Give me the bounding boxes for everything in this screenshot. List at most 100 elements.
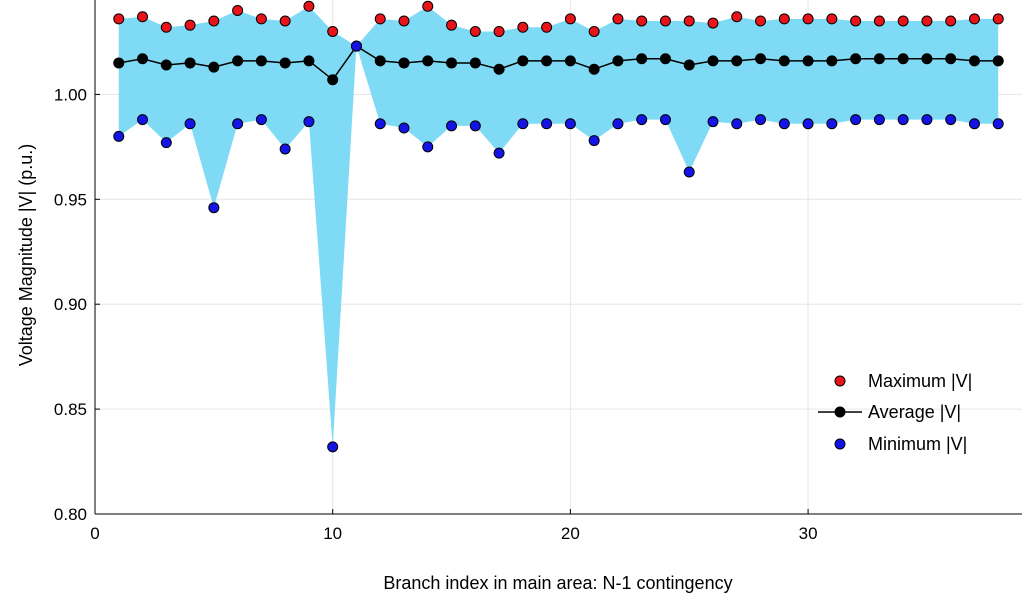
data-point (398, 15, 410, 27)
data-point (327, 441, 339, 453)
legend-item: Minimum |V| (834, 434, 967, 454)
legend-marker (834, 438, 846, 450)
data-point (755, 114, 767, 126)
data-point (446, 57, 458, 69)
data-point (731, 55, 743, 67)
data-point (208, 15, 220, 27)
data-point (873, 15, 885, 27)
data-point (113, 57, 125, 69)
data-point (255, 55, 267, 67)
legend-marker (834, 375, 846, 387)
data-point (921, 114, 933, 126)
data-point (826, 118, 838, 130)
data-point (588, 63, 600, 75)
data-point (802, 55, 814, 67)
data-point (707, 116, 719, 128)
data-point (541, 55, 553, 67)
data-point (588, 25, 600, 37)
data-point (636, 114, 648, 126)
data-point (279, 15, 291, 27)
data-point (755, 15, 767, 27)
data-point (897, 53, 909, 65)
data-point (945, 114, 957, 126)
data-point (184, 118, 196, 130)
legend-marker (834, 406, 846, 418)
data-point (493, 147, 505, 159)
data-point (612, 118, 624, 130)
data-point (564, 13, 576, 25)
data-point (850, 15, 862, 27)
data-point (897, 114, 909, 126)
tick-labels: 0 10 20 30 0.80 0.85 0.90 0.95 1.00 (54, 85, 818, 543)
data-point (232, 118, 244, 130)
data-point (137, 11, 149, 23)
x-tick-label: 30 (799, 524, 818, 543)
data-point (184, 19, 196, 31)
data-point (778, 118, 790, 130)
axes (94, 0, 1022, 515)
data-point (303, 116, 315, 128)
y-tick-label: 0.95 (54, 190, 87, 209)
data-point (374, 55, 386, 67)
series-layer (113, 0, 1004, 453)
data-point (255, 114, 267, 126)
y-tick-label: 0.85 (54, 400, 87, 419)
data-point (232, 55, 244, 67)
data-point (493, 25, 505, 37)
data-point (279, 143, 291, 155)
data-point (160, 21, 172, 33)
data-point (113, 130, 125, 142)
data-point (374, 13, 386, 25)
data-point (992, 55, 1004, 67)
data-point (160, 137, 172, 149)
data-point (921, 15, 933, 27)
data-point (826, 55, 838, 67)
data-point (255, 13, 267, 25)
data-point (802, 13, 814, 25)
data-point (659, 114, 671, 126)
data-point (422, 55, 434, 67)
data-point (137, 114, 149, 126)
data-point (588, 135, 600, 147)
legend-label: Minimum |V| (868, 434, 967, 454)
data-point (683, 166, 695, 178)
data-point (659, 15, 671, 27)
data-point (873, 53, 885, 65)
data-point (731, 118, 743, 130)
legend-label: Maximum |V| (868, 371, 972, 391)
data-point (541, 118, 553, 130)
data-point (778, 13, 790, 25)
data-point (683, 15, 695, 27)
data-point (446, 19, 458, 31)
data-point (469, 57, 481, 69)
data-point (992, 13, 1004, 25)
data-point (374, 118, 386, 130)
data-point (707, 55, 719, 67)
legend: Maximum |V| Average |V| Minimum |V| (818, 371, 972, 454)
min-max-band (118, 6, 999, 447)
data-point (517, 118, 529, 130)
data-point (564, 118, 576, 130)
data-point (873, 114, 885, 126)
data-point (826, 13, 838, 25)
data-point (541, 21, 553, 33)
legend-item: Maximum |V| (834, 371, 972, 391)
data-point (968, 13, 980, 25)
data-point (612, 13, 624, 25)
data-point (208, 202, 220, 214)
markers-maximum (113, 0, 1004, 52)
data-point (612, 55, 624, 67)
y-tick-label: 0.80 (54, 505, 87, 524)
data-point (517, 55, 529, 67)
data-point (398, 57, 410, 69)
data-point (208, 61, 220, 73)
data-point (160, 59, 172, 71)
y-tick-label: 1.00 (54, 85, 87, 104)
markers-minimum (113, 40, 1004, 453)
data-point (968, 118, 980, 130)
data-point (897, 15, 909, 27)
x-axis-title: Branch index in main area: N-1 contingen… (383, 573, 732, 593)
data-point (992, 118, 1004, 130)
data-point (398, 122, 410, 134)
